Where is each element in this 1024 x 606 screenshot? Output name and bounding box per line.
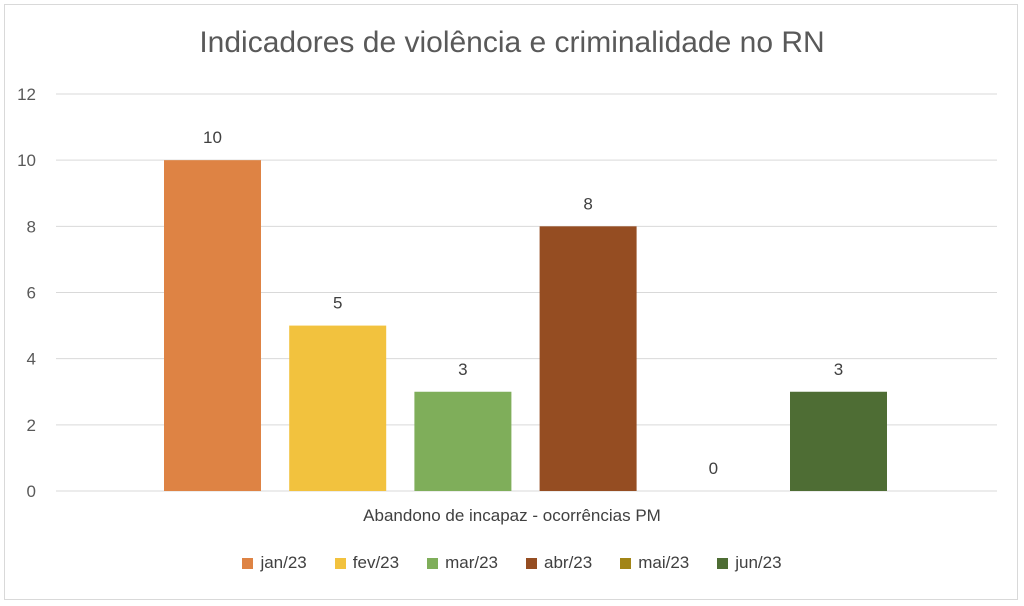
bar-mar-23 (414, 391, 512, 491)
bar-abr-23 (539, 226, 637, 492)
bar-jun-23 (790, 391, 887, 491)
data-label: 3 (834, 360, 843, 379)
legend-label: abr/23 (544, 553, 593, 572)
y-tick-label: 8 (27, 217, 36, 236)
data-label: 10 (203, 128, 222, 147)
legend-label: jan/23 (260, 553, 307, 572)
legend-swatch (242, 557, 254, 569)
x-axis-label: Abandono de incapaz - ocorrências PM (363, 506, 661, 525)
legend-item: fev/23 (334, 553, 400, 573)
y-tick-label: 10 (17, 151, 36, 170)
legend-swatch (427, 557, 439, 569)
legend-label: mar/23 (445, 553, 498, 572)
y-tick-label: 2 (27, 416, 36, 435)
y-tick-label: 12 (17, 85, 36, 104)
chart-title: Indicadores de violência e criminalidade… (199, 26, 825, 59)
data-label: 8 (583, 194, 592, 213)
data-label: 0 (709, 459, 718, 478)
legend-swatch (620, 557, 632, 569)
legend-swatch (526, 557, 537, 569)
legend-item: mar/23 (427, 553, 498, 573)
data-label: 5 (333, 294, 342, 313)
legend-label: fev/23 (352, 553, 400, 572)
legend-item: mai/23 (620, 553, 689, 573)
legend-swatch (334, 557, 346, 569)
legend-item: jun/23 (717, 553, 782, 573)
y-tick-label: 6 (27, 284, 36, 303)
legend-label: mai/23 (638, 553, 690, 572)
legend-item: jan/23 (242, 553, 307, 573)
bar-fev-23 (289, 325, 387, 491)
legend-swatch (717, 557, 729, 569)
bar-jan-23 (164, 160, 261, 491)
y-tick-label: 0 (27, 482, 36, 501)
legend-label: jun/23 (735, 553, 782, 572)
data-label: 3 (458, 360, 467, 379)
legend-item: abr/23 (526, 553, 592, 573)
y-tick-label: 4 (27, 350, 36, 369)
chart-legend: jan/23 fev/23 mar/23 abr/23 mai/23 jun/23 (0, 553, 1024, 573)
